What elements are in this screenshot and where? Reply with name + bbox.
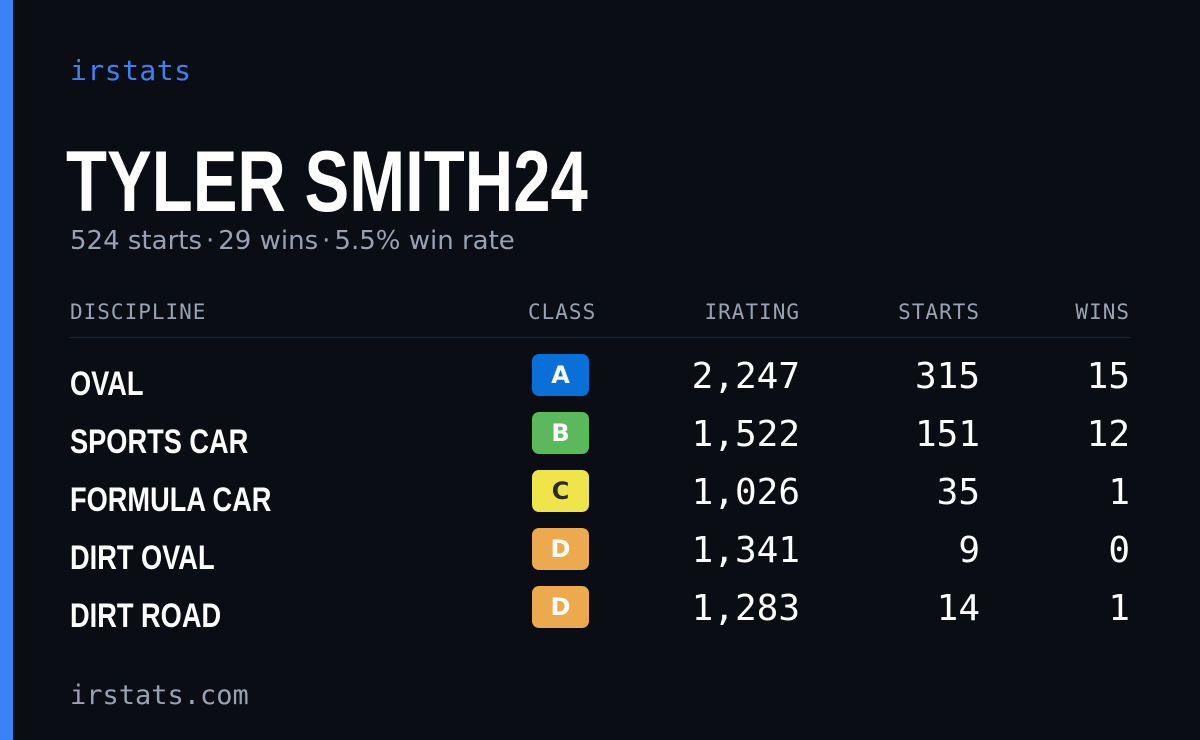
header-discipline: DISCIPLINE bbox=[70, 300, 207, 324]
class-badge: A bbox=[532, 354, 589, 396]
table-row: DIRT ROAD D 1,283 14 1 bbox=[0, 586, 1200, 644]
row-starts: 9 bbox=[958, 530, 980, 571]
summary-separator: · bbox=[206, 226, 215, 256]
table-row: DIRT OVAL D 1,341 9 0 bbox=[0, 528, 1200, 586]
header-starts: STARTS bbox=[898, 300, 980, 324]
header-irating: IRATING bbox=[704, 300, 800, 324]
header-class: CLASS bbox=[528, 300, 597, 324]
player-summary: 524 starts · 29 wins · 5.5% win rate bbox=[70, 226, 515, 256]
row-wins: 1 bbox=[1108, 472, 1130, 513]
summary-starts: 524 starts bbox=[70, 226, 202, 256]
row-irating: 1,522 bbox=[691, 414, 800, 455]
class-badge: D bbox=[532, 586, 589, 628]
row-discipline: OVAL bbox=[70, 365, 144, 403]
row-discipline: FORMULA CAR bbox=[70, 481, 272, 519]
brand-logo: irstats bbox=[70, 54, 192, 87]
row-starts: 315 bbox=[914, 356, 980, 397]
row-wins: 12 bbox=[1086, 414, 1130, 455]
accent-bar bbox=[0, 0, 13, 740]
row-irating: 1,026 bbox=[691, 472, 800, 513]
summary-wins: 29 wins bbox=[218, 226, 319, 256]
row-wins: 1 bbox=[1108, 588, 1130, 629]
row-irating: 1,341 bbox=[691, 530, 800, 571]
class-badge: C bbox=[532, 470, 589, 512]
table-row: SPORTS CAR B 1,522 151 12 bbox=[0, 412, 1200, 470]
row-irating: 2,247 bbox=[691, 356, 800, 397]
row-starts: 14 bbox=[936, 588, 980, 629]
player-name: TYLER SMITH24 bbox=[66, 134, 588, 230]
row-discipline: SPORTS CAR bbox=[70, 423, 249, 461]
row-wins: 15 bbox=[1086, 356, 1130, 397]
table-row: OVAL A 2,247 315 15 bbox=[0, 354, 1200, 412]
row-starts: 35 bbox=[936, 472, 980, 513]
footer-url: irstats.com bbox=[70, 680, 249, 711]
class-badge: D bbox=[532, 528, 589, 570]
header-wins: WINS bbox=[1075, 300, 1130, 324]
summary-separator: · bbox=[322, 226, 331, 256]
header-divider bbox=[70, 337, 1130, 338]
table-row: FORMULA CAR C 1,026 35 1 bbox=[0, 470, 1200, 528]
row-wins: 0 bbox=[1108, 530, 1130, 571]
summary-win-rate: 5.5% win rate bbox=[334, 226, 515, 256]
row-starts: 151 bbox=[914, 414, 980, 455]
row-discipline: DIRT ROAD bbox=[70, 597, 222, 635]
class-badge: B bbox=[532, 412, 589, 454]
row-discipline: DIRT OVAL bbox=[70, 539, 215, 577]
row-irating: 1,283 bbox=[691, 588, 800, 629]
